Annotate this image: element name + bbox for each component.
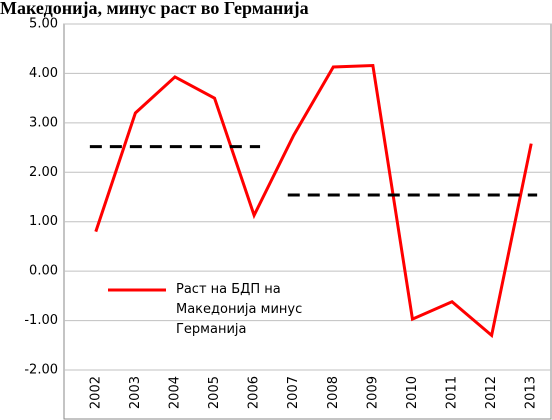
y-tick-label: 1.00 bbox=[29, 214, 58, 229]
chart-title: Македонија, минус раст во Германија bbox=[0, 0, 309, 18]
y-tick-label: 3.00 bbox=[29, 115, 58, 130]
y-tick-label: 2.00 bbox=[29, 165, 58, 180]
x-tick-label: 2009 bbox=[365, 376, 380, 409]
x-tick-label: 2004 bbox=[167, 376, 182, 409]
x-tick-label: 2008 bbox=[326, 376, 341, 409]
y-tick-label: -2.00 bbox=[24, 363, 58, 378]
legend-label: Раст на БДП на Македонија минус Германиј… bbox=[176, 282, 303, 337]
y-tick-label: 0.00 bbox=[29, 264, 58, 279]
x-tick-label: 2010 bbox=[405, 376, 420, 409]
x-tick-label: 2013 bbox=[524, 376, 539, 409]
series-line bbox=[94, 63, 533, 339]
x-tick-label: 2002 bbox=[88, 376, 103, 409]
y-tick-label: -1.00 bbox=[24, 313, 58, 328]
y-tick-label: 5.00 bbox=[29, 17, 58, 32]
x-tick-label: 2011 bbox=[445, 376, 460, 409]
x-tick-label: 2003 bbox=[128, 376, 143, 409]
y-tick-label: 4.00 bbox=[29, 66, 58, 81]
x-tick-label: 2005 bbox=[207, 376, 222, 409]
x-tick-label: 2006 bbox=[247, 376, 262, 409]
x-tick-label: 2012 bbox=[484, 376, 499, 409]
x-tick-label: 2007 bbox=[286, 376, 301, 409]
